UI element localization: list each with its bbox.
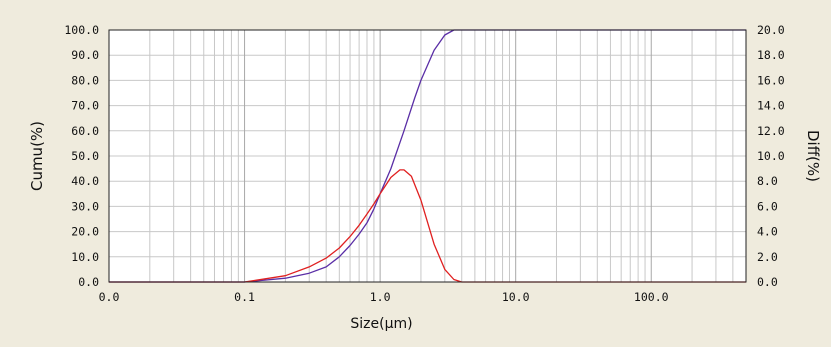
cumu-series-line: [109, 29, 746, 283]
y-left-tick-label: 90.0: [71, 48, 99, 62]
y-axis-left-title: Cumu(%): [28, 121, 46, 191]
y-right-tick-label: 4.0: [757, 225, 778, 239]
y-right-tick-label: 0.0: [757, 275, 778, 289]
tick-labels: 0.0 10.0 20.0 30.0 40.0 50.0 60.0 70.0 80.0 90.0 1…: [64, 23, 784, 304]
x-tick-label: 10.0: [502, 290, 530, 304]
x-tick-label: 100.0: [634, 290, 669, 304]
y-left-tick-label: 40.0: [71, 174, 99, 188]
diff-series-line: [109, 169, 746, 283]
y-right-tick-label: 12.0: [757, 124, 785, 138]
y-right-tick-label: 10.0: [757, 149, 785, 163]
y-right-tick-label: 6.0: [757, 199, 778, 213]
y-left-tick-label: 10.0: [71, 250, 99, 264]
y-right-tick-label: 14.0: [757, 99, 785, 113]
y-left-tick-label: 60.0: [71, 124, 99, 138]
x-tick-label: 0.1: [234, 290, 255, 304]
y-left-tick-label: 20.0: [71, 225, 99, 239]
y-left-tick-label: 80.0: [71, 73, 99, 87]
y-axis-right-title: Diff(%): [804, 130, 822, 182]
y-right-tick-label: 18.0: [757, 48, 785, 62]
y-left-tick-label: 70.0: [71, 99, 99, 113]
y-right-tick-label: 16.0: [757, 73, 785, 87]
y-left-tick-label: 100.0: [64, 23, 99, 37]
x-tick-label: 0.0: [99, 290, 120, 304]
series: [109, 29, 746, 283]
x-tick-label: 1.0: [370, 290, 391, 304]
y-right-tick-label: 20.0: [757, 23, 785, 37]
plot-frame: [108, 29, 747, 283]
y-right-tick-label: 8.0: [757, 174, 778, 188]
y-left-tick-label: 0.0: [78, 275, 99, 289]
y-left-tick-label: 30.0: [71, 199, 99, 213]
x-axis-title: Size(μm): [350, 316, 412, 332]
y-right-tick-label: 2.0: [757, 250, 778, 264]
y-left-tick-label: 50.0: [71, 149, 99, 163]
